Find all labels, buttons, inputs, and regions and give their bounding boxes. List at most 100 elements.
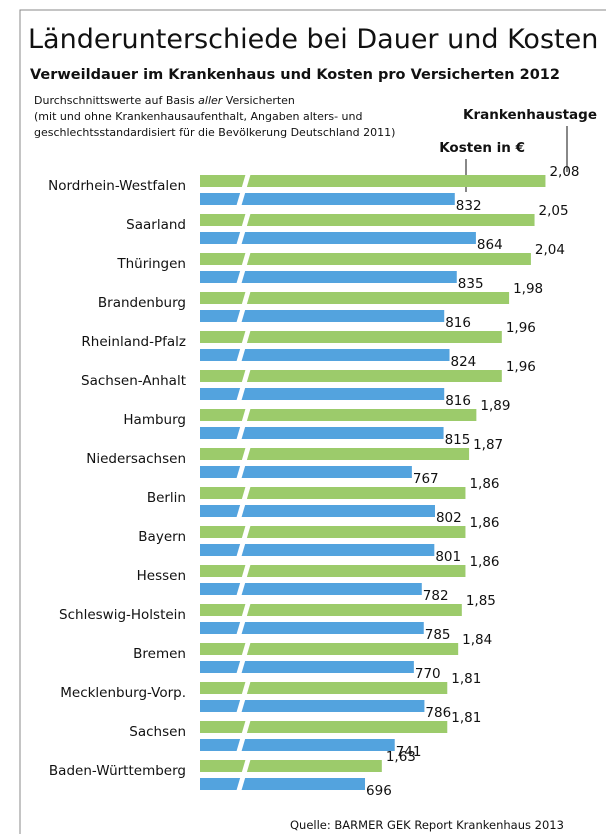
bar — [200, 253, 531, 265]
value-label: 2,08 — [549, 164, 579, 180]
value-label: 815 — [445, 432, 471, 448]
note: (mit und ohne Krankenhausaufenthalt, Ang… — [34, 110, 363, 123]
bar — [200, 622, 424, 634]
value-label: 824 — [451, 354, 477, 370]
note-emphasis: aller — [198, 94, 224, 107]
bar — [200, 643, 459, 655]
bar — [200, 388, 445, 400]
axis-break — [236, 680, 251, 714]
category-label: Niedersachsen — [86, 451, 186, 467]
bar — [200, 427, 444, 439]
category-label: Bayern — [138, 529, 186, 545]
axis-break — [236, 407, 251, 441]
note-text: Durchschnittswerte auf Basis — [34, 94, 195, 107]
value-label: 1,86 — [469, 554, 499, 570]
note: Durchschnittswerte auf Basis aller Versi… — [34, 94, 295, 107]
bar — [200, 778, 366, 790]
bar — [200, 370, 502, 382]
category-label: Hessen — [137, 568, 186, 584]
value-label: 1,89 — [480, 398, 510, 414]
bar — [200, 292, 510, 304]
bar — [200, 193, 455, 205]
category-label: Sachsen — [129, 724, 186, 740]
bar — [200, 175, 546, 187]
category-label: Hamburg — [123, 412, 186, 428]
category-label: Mecklenburg-Vorp. — [60, 685, 186, 701]
axis-break — [236, 251, 251, 285]
bar — [200, 331, 502, 343]
legend-label: Krankenhaustage — [463, 107, 597, 123]
axis-break — [236, 290, 251, 324]
category-label: Brandenburg — [98, 295, 186, 311]
value-label: 1,86 — [469, 515, 499, 531]
bar — [200, 583, 422, 595]
axis-break — [236, 524, 251, 558]
bar — [200, 565, 466, 577]
bar — [200, 739, 395, 751]
bar — [200, 310, 445, 322]
axis-break — [236, 368, 251, 402]
category-label: Baden-Württemberg — [49, 763, 186, 779]
bar — [200, 349, 450, 361]
frame — [19, 9, 606, 834]
bar — [200, 232, 476, 244]
bar — [200, 700, 425, 712]
value-label: 785 — [425, 627, 451, 643]
category-label: Saarland — [126, 217, 186, 233]
value-label: 816 — [445, 393, 471, 409]
axis-break — [236, 446, 251, 480]
value-label: 832 — [456, 198, 482, 214]
value-label: 1,87 — [473, 437, 503, 453]
value-label: 1,96 — [506, 359, 536, 375]
bar — [200, 682, 448, 694]
axis-break — [236, 719, 251, 753]
value-label: 864 — [477, 237, 503, 253]
axis-break — [236, 212, 251, 246]
category-label: Sachsen-Anhalt — [81, 373, 186, 389]
axis-break — [236, 173, 251, 207]
category-label: Schleswig-Holstein — [59, 607, 186, 623]
bar — [200, 448, 470, 460]
bar — [200, 604, 462, 616]
value-label: 1,81 — [451, 710, 481, 726]
note: geschlechtsstandardisiert für die Bevölk… — [34, 126, 395, 139]
value-label: 1,98 — [513, 281, 543, 297]
axis-break — [236, 641, 251, 675]
bar — [200, 271, 457, 283]
axis-break — [236, 563, 251, 597]
value-label: 696 — [366, 783, 392, 799]
axis-break — [236, 485, 251, 519]
chart-title: Länderunterschiede bei Dauer und Kosten — [28, 24, 598, 55]
bar — [200, 466, 412, 478]
bar — [200, 505, 435, 517]
bar — [200, 661, 414, 673]
axis-break — [236, 329, 251, 363]
bar — [200, 544, 435, 556]
axis-break — [236, 758, 251, 792]
value-label: 767 — [413, 471, 439, 487]
axis-break — [236, 602, 251, 636]
value-label: 741 — [396, 744, 422, 760]
value-label: 801 — [435, 549, 461, 565]
bar — [200, 214, 535, 226]
value-label: 802 — [436, 510, 462, 526]
note-text: Versicherten — [226, 94, 295, 107]
value-label: 1,81 — [451, 671, 481, 687]
value-label: 816 — [445, 315, 471, 331]
value-label: 1,85 — [466, 593, 496, 609]
value-label: 1,84 — [462, 632, 492, 648]
category-label: Bremen — [133, 646, 186, 662]
value-label: 782 — [423, 588, 449, 604]
value-label: 1,96 — [506, 320, 536, 336]
bar — [200, 526, 466, 538]
subtitle: Verweildauer im Krankenhaus und Kosten p… — [30, 67, 560, 83]
source: Quelle: BARMER GEK Report Krankenhaus 20… — [290, 818, 564, 832]
category-label: Berlin — [147, 490, 186, 506]
value-label: 835 — [458, 276, 484, 292]
category-label: Thüringen — [116, 256, 186, 272]
value-label: 1,86 — [469, 476, 499, 492]
category-label: Rheinland-Pfalz — [81, 334, 186, 350]
bar — [200, 721, 448, 733]
